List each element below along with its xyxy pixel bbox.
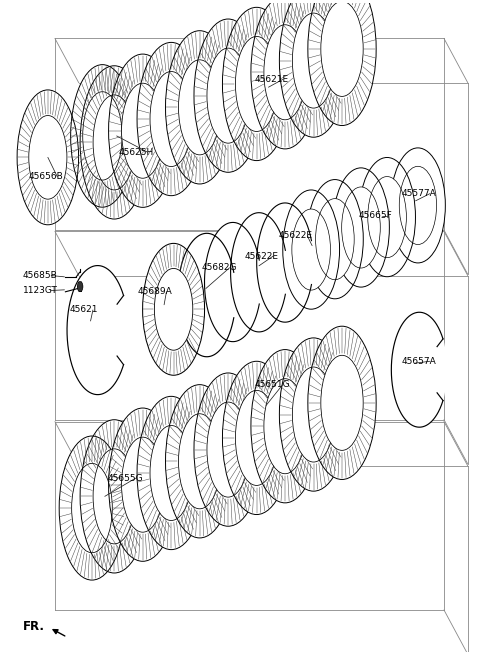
Ellipse shape [155, 269, 193, 350]
Ellipse shape [143, 244, 204, 375]
Ellipse shape [279, 0, 348, 137]
Ellipse shape [67, 265, 128, 394]
Ellipse shape [17, 90, 79, 225]
Ellipse shape [108, 54, 177, 208]
Ellipse shape [399, 166, 437, 244]
Ellipse shape [71, 65, 134, 207]
Ellipse shape [222, 362, 291, 515]
Text: 45657A: 45657A [401, 357, 436, 365]
Ellipse shape [150, 426, 192, 521]
Ellipse shape [179, 414, 221, 509]
Ellipse shape [283, 190, 339, 309]
Text: 45625H: 45625H [119, 147, 154, 157]
Ellipse shape [264, 379, 306, 474]
Ellipse shape [137, 43, 205, 196]
Text: 45656B: 45656B [29, 172, 64, 181]
Text: 45577A: 45577A [401, 189, 436, 198]
Ellipse shape [59, 436, 125, 580]
Ellipse shape [166, 384, 234, 538]
Ellipse shape [391, 312, 447, 427]
Ellipse shape [222, 7, 291, 160]
Ellipse shape [235, 37, 278, 132]
Text: 45622E: 45622E [279, 231, 313, 240]
Ellipse shape [150, 71, 192, 166]
Ellipse shape [307, 179, 363, 299]
Text: 45651G: 45651G [254, 380, 290, 389]
Ellipse shape [80, 66, 148, 219]
Ellipse shape [292, 367, 335, 462]
Ellipse shape [207, 402, 249, 497]
Ellipse shape [368, 177, 407, 257]
Text: 45665F: 45665F [359, 212, 392, 220]
Ellipse shape [77, 282, 83, 291]
Ellipse shape [292, 209, 330, 290]
Ellipse shape [137, 396, 205, 550]
Ellipse shape [166, 31, 234, 184]
Ellipse shape [251, 0, 319, 149]
Ellipse shape [235, 390, 278, 485]
Text: 1123GT: 1123GT [23, 286, 58, 295]
Ellipse shape [108, 408, 177, 561]
Ellipse shape [93, 95, 135, 190]
Text: 45622E: 45622E [245, 252, 279, 261]
Ellipse shape [257, 203, 313, 322]
Ellipse shape [29, 115, 67, 199]
Text: 45685B: 45685B [23, 271, 58, 280]
Text: 45621E: 45621E [254, 75, 288, 84]
Ellipse shape [179, 60, 221, 155]
Text: 45655G: 45655G [107, 474, 143, 483]
Ellipse shape [121, 83, 164, 178]
Ellipse shape [230, 213, 288, 332]
Ellipse shape [279, 338, 348, 491]
Ellipse shape [308, 0, 376, 126]
Ellipse shape [121, 437, 164, 532]
Ellipse shape [391, 148, 445, 263]
Text: 45621: 45621 [69, 305, 98, 314]
Ellipse shape [93, 449, 135, 544]
Ellipse shape [251, 350, 319, 503]
Text: FR.: FR. [23, 620, 45, 633]
Ellipse shape [80, 420, 148, 573]
Ellipse shape [178, 233, 236, 357]
Ellipse shape [308, 326, 376, 479]
Ellipse shape [292, 13, 335, 108]
Ellipse shape [342, 187, 380, 268]
Text: 45689A: 45689A [138, 288, 173, 296]
Ellipse shape [204, 223, 261, 342]
Ellipse shape [72, 463, 112, 553]
Ellipse shape [194, 373, 262, 526]
Ellipse shape [359, 157, 416, 276]
Ellipse shape [83, 92, 122, 180]
Ellipse shape [315, 198, 354, 280]
Ellipse shape [321, 1, 363, 96]
Ellipse shape [264, 25, 306, 120]
Ellipse shape [207, 48, 249, 143]
Text: 45682G: 45682G [201, 263, 237, 272]
Ellipse shape [194, 19, 262, 172]
Ellipse shape [321, 355, 363, 451]
Ellipse shape [333, 168, 389, 287]
